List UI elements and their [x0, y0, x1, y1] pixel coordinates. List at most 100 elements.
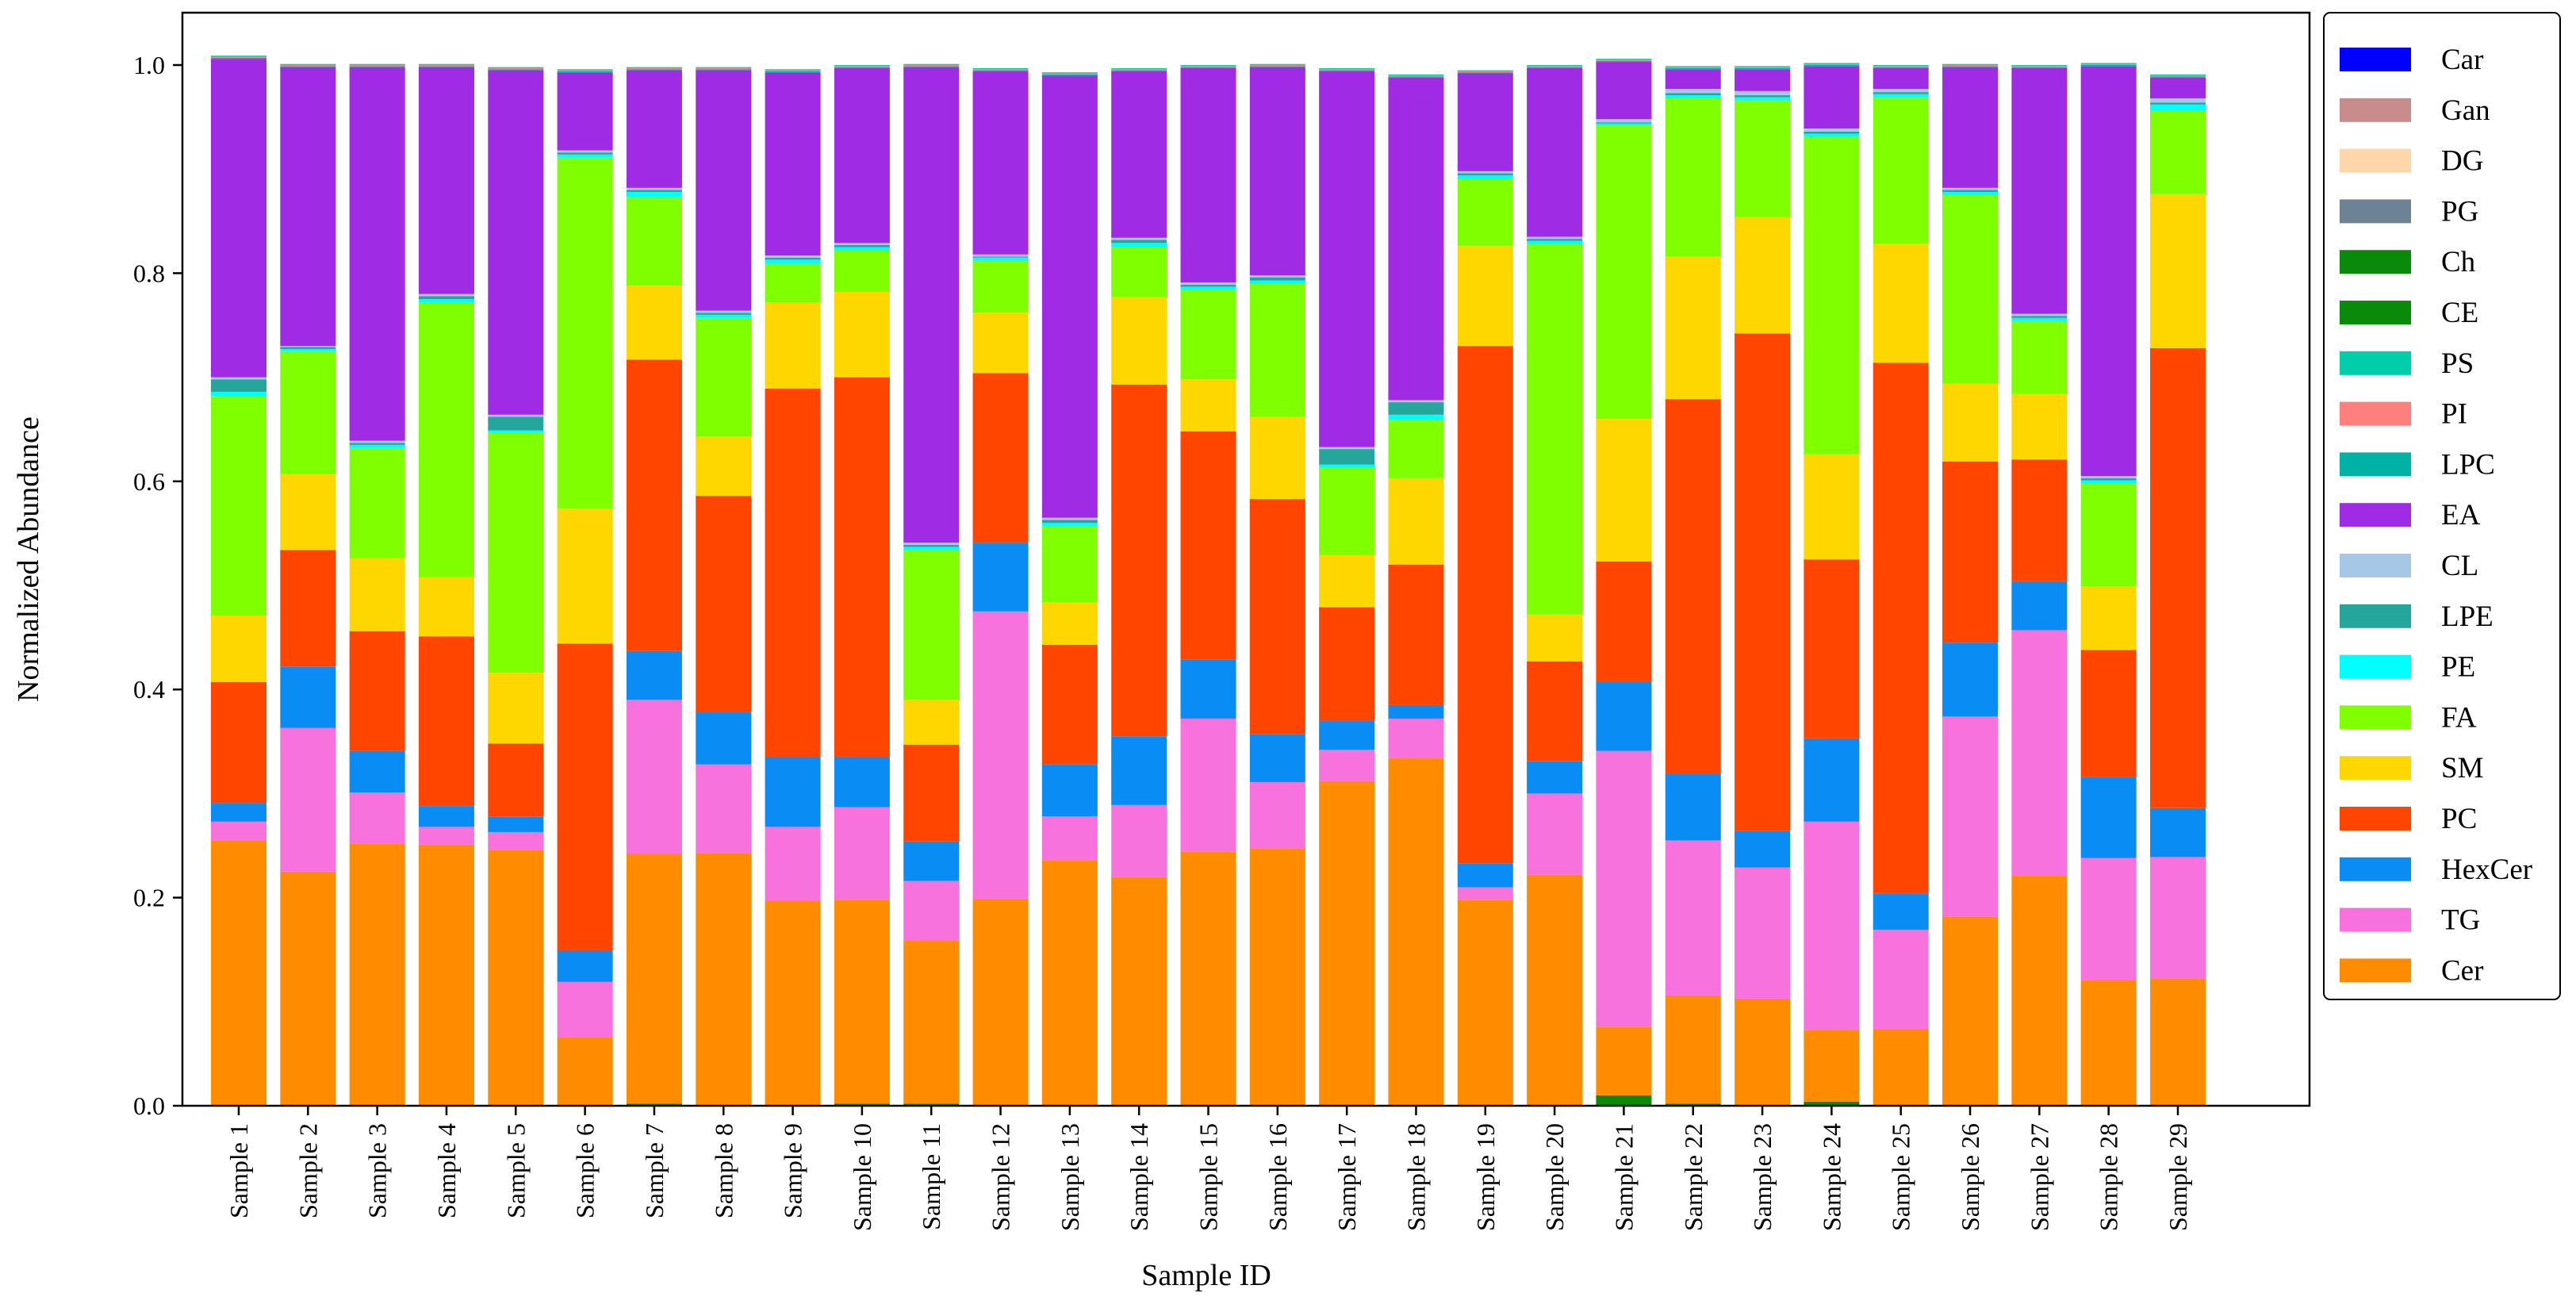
bar-segment-sample-8-cer [696, 853, 752, 1106]
x-tick-label-sample-9: Sample 9 [779, 1123, 807, 1218]
bar-sample-18 [1388, 74, 1444, 1106]
bar-sample-21 [1596, 59, 1652, 1106]
bar-segment-sample-10-ps [834, 65, 890, 67]
bar-segment-sample-12-sm [972, 313, 1029, 374]
bar-segment-sample-4-pe [418, 299, 474, 303]
bar-segment-sample-3-hexcer [349, 750, 405, 793]
bar-sample-6 [557, 69, 613, 1106]
bar-segment-sample-7-ch [626, 1103, 682, 1106]
x-tick-label-sample-19: Sample 19 [1471, 1123, 1500, 1231]
bar-segment-sample-3-tg [349, 792, 405, 844]
bar-segment-sample-9-cl [765, 255, 821, 258]
bar-sample-8 [696, 67, 752, 1106]
x-axis-title: Sample ID [1141, 1259, 1271, 1292]
bar-segment-sample-9-lpe [765, 257, 821, 260]
bar-segment-sample-8-sm [696, 436, 752, 497]
bar-segment-sample-13-cl [1041, 517, 1098, 520]
bar-segment-sample-26-hexcer [1942, 643, 1999, 717]
bar-segment-sample-28-ea [2080, 66, 2137, 477]
bar-segment-sample-26-tg [1942, 716, 1999, 917]
bar-segment-sample-27-fa [2011, 320, 2068, 394]
bar-segment-sample-15-lpe [1180, 284, 1236, 287]
bar-segment-sample-27-pc [2011, 459, 2068, 581]
bar-segment-sample-29-tg [2150, 857, 2206, 979]
bar-segment-sample-22-lpc [1665, 67, 1721, 70]
bar-segment-sample-24-lpe [1804, 131, 1860, 134]
x-tick-label-sample-8: Sample 8 [709, 1123, 738, 1218]
bar-sample-7 [626, 67, 682, 1106]
legend-item-pc: PC [2340, 803, 2477, 835]
bar-segment-sample-9-ps [765, 69, 821, 71]
bar-segment-sample-26-ea [1942, 67, 1999, 188]
bar-segment-sample-20-sm [1527, 614, 1583, 662]
bar-segment-sample-25-pi [1873, 66, 1929, 67]
bar-segment-sample-27-pe [2011, 317, 2068, 321]
bar-segment-sample-29-ea [2150, 77, 2206, 98]
y-axis: 0.0 0.2 0.4 0.6 0.8 1.0 [133, 51, 182, 1120]
legend-item-cl: CL [2340, 550, 2478, 582]
bar-segment-sample-8-pi [696, 67, 752, 70]
bar-segment-sample-22-ea [1665, 69, 1721, 90]
y-tick-label: 0.2 [133, 884, 165, 912]
bar-segment-sample-19-hexcer [1457, 863, 1513, 888]
bar-segment-sample-20-tg [1527, 793, 1583, 875]
bar-segment-sample-21-pe [1596, 123, 1652, 126]
bar-segment-sample-27-ps [2011, 65, 2068, 67]
bar-segment-sample-19-pe [1457, 175, 1513, 179]
legend-swatch-fa [2340, 705, 2411, 730]
x-tick-label-sample-26: Sample 26 [1956, 1123, 1984, 1231]
bar-segment-sample-9-pe [765, 259, 821, 264]
legend-label-lpe: LPE [2441, 600, 2494, 633]
bar-segment-sample-21-pc [1596, 561, 1652, 683]
bar-segment-sample-2-hexcer [280, 666, 336, 728]
bar-segment-sample-17-fa [1319, 467, 1375, 555]
legend-item-car: Car [2340, 44, 2483, 76]
bar-segment-sample-2-ea [280, 67, 336, 347]
bar-segment-sample-12-lpe [972, 256, 1029, 258]
bar-segment-sample-1-lpc [211, 57, 266, 59]
legend: Car Gan DG PG Ch CE PS PI LPC EA CL LPE PE FA SM PC HexC… [2323, 12, 2561, 1000]
bar-segment-sample-16-hexcer [1249, 734, 1305, 782]
bar-segment-sample-7-pi [626, 67, 682, 70]
bar-segment-sample-9-tg [765, 827, 821, 901]
bar-segment-sample-20-cer [1527, 874, 1583, 1106]
bar-segment-sample-7-pe [626, 192, 682, 198]
x-tick-label-sample-6: Sample 6 [571, 1123, 600, 1218]
bar-segment-sample-4-cl [418, 293, 474, 297]
bar-segment-sample-19-lpc [1457, 72, 1513, 74]
bar-segment-sample-13-sm [1041, 601, 1098, 645]
bar-segment-sample-4-lpe [418, 296, 474, 300]
bar-segment-sample-4-sm [418, 577, 474, 637]
bar-segment-sample-23-cer [1735, 998, 1791, 1106]
x-tick-label-sample-14: Sample 14 [1125, 1123, 1153, 1231]
legend-swatch-pg [2340, 199, 2411, 224]
bar-segment-sample-18-cer [1388, 758, 1444, 1106]
bar-segment-sample-6-pe [557, 154, 613, 158]
bar-segment-sample-7-cer [626, 854, 682, 1104]
bar-segment-sample-13-pc [1041, 644, 1098, 765]
bar-sample-11 [903, 63, 960, 1106]
bar-sample-25 [1873, 65, 1929, 1106]
bar-segment-sample-7-tg [626, 700, 682, 854]
bar-segment-sample-4-pi [418, 65, 474, 67]
bar-segment-sample-27-lpc [2011, 67, 2068, 68]
bar-segment-sample-25-cl [1873, 89, 1929, 93]
bar-segment-sample-17-hexcer [1319, 720, 1375, 750]
bar-segment-sample-24-pi [1804, 63, 1860, 65]
bar-segment-sample-22-ch [1665, 1103, 1721, 1106]
bar-segment-sample-25-hexcer [1873, 893, 1929, 930]
bar-segment-sample-3-ps [349, 63, 405, 65]
bar-segment-sample-20-ps [1527, 65, 1583, 67]
legend-label-gan: Gan [2441, 94, 2490, 127]
bar-segment-sample-28-tg [2080, 857, 2137, 980]
legend-label-sm: SM [2441, 752, 2483, 785]
bar-sample-5 [488, 67, 544, 1106]
bar-segment-sample-14-tg [1111, 804, 1167, 877]
bar-segment-sample-18-fa [1388, 420, 1444, 478]
legend-swatch-sm [2340, 756, 2411, 781]
bar-segment-sample-15-pe [1180, 286, 1236, 290]
x-tick-label-sample-16: Sample 16 [1263, 1123, 1292, 1231]
bar-segment-sample-5-cl [488, 414, 544, 417]
bar-segment-sample-24-ea [1804, 66, 1860, 129]
legend-swatch-pe [2340, 654, 2411, 679]
